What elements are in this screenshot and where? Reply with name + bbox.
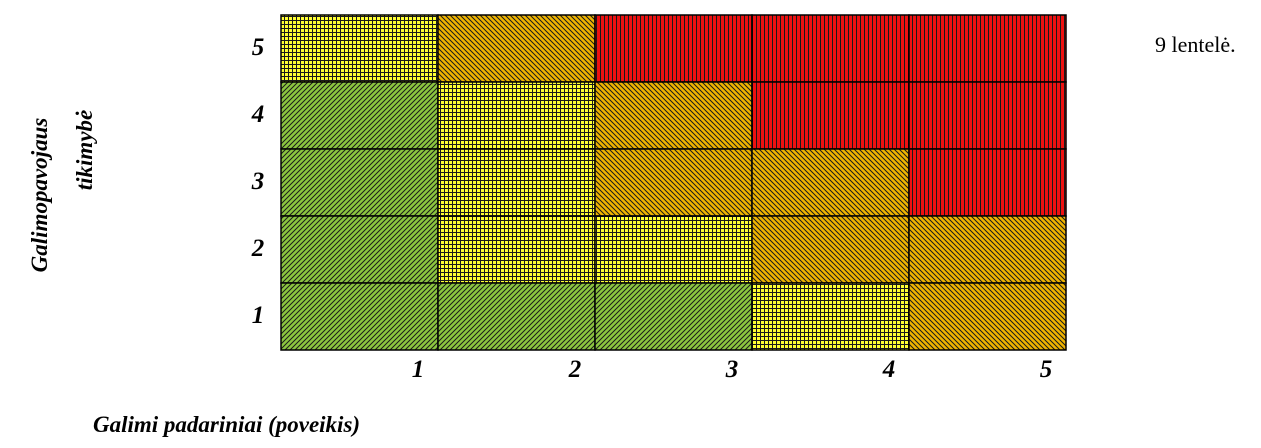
cell-green: [594, 282, 753, 351]
cell-red: [751, 81, 910, 150]
cell-green: [280, 215, 439, 284]
y-tick-label: 2: [251, 235, 265, 262]
cell-yellow: [751, 282, 910, 351]
cell-yellow: [437, 81, 596, 150]
cell-green: [280, 148, 439, 217]
x-axis-label: Galimi padariniai (poveikis): [93, 412, 361, 437]
cell-green: [280, 282, 439, 351]
cell-orange: [437, 14, 596, 83]
matrix-cells: [280, 14, 1067, 351]
x-tick-label: 2: [568, 356, 582, 383]
cell-orange: [908, 215, 1067, 284]
cell-green: [437, 282, 596, 351]
x-tick-labels: 1 2 3 4 5: [412, 356, 1053, 383]
cell-orange: [594, 148, 753, 217]
cell-red: [908, 81, 1067, 150]
cell-orange: [594, 81, 753, 150]
cell-red: [908, 148, 1067, 217]
cell-yellow: [280, 14, 439, 83]
cell-red: [751, 14, 910, 83]
x-tick-label: 5: [1040, 356, 1053, 383]
x-tick-label: 3: [725, 356, 739, 383]
table-caption: 9 lentelė.: [1155, 32, 1236, 57]
y-tick-label: 4: [251, 101, 265, 128]
y-axis-label-line-2: tikimybė: [72, 109, 97, 191]
y-tick-label: 1: [252, 302, 265, 329]
y-axis-label-line-1: Galimopavojaus: [27, 117, 52, 273]
cell-orange: [908, 282, 1067, 351]
x-tick-label: 1: [412, 356, 425, 383]
cell-red: [908, 14, 1067, 83]
y-tick-label: 3: [251, 168, 265, 195]
cell-orange: [751, 148, 910, 217]
cell-orange: [751, 215, 910, 284]
y-tick-labels: 5 4 3 2 1: [251, 34, 265, 329]
cell-yellow: [594, 215, 753, 284]
cell-green: [280, 81, 439, 150]
x-tick-label: 4: [882, 356, 896, 383]
cell-yellow: [437, 215, 596, 284]
cell-red: [594, 14, 753, 83]
cell-yellow: [437, 148, 596, 217]
y-tick-label: 5: [252, 34, 265, 61]
